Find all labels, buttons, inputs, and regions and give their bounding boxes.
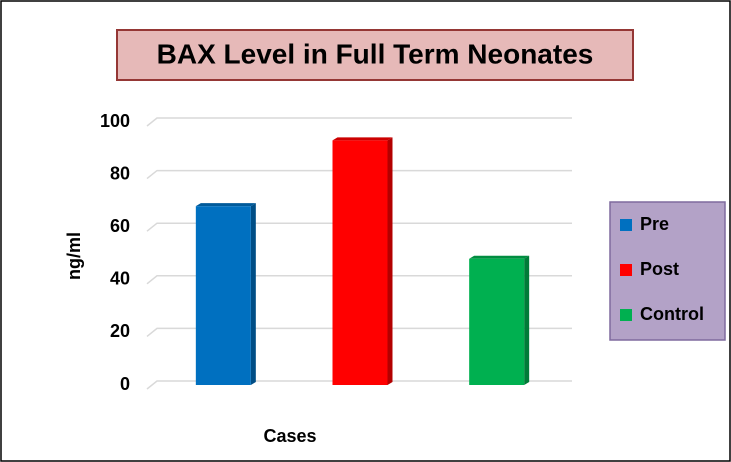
bar-side <box>387 137 393 385</box>
bar-top <box>469 255 530 259</box>
bar-side <box>250 203 256 385</box>
y-tick-label: 60 <box>110 216 130 236</box>
bar-top <box>332 137 393 141</box>
grid-line <box>146 275 572 285</box>
legend-swatch <box>620 309 632 321</box>
chart-title: BAX Level in Full Term Neonates <box>157 38 594 69</box>
legend-label: Pre <box>640 214 669 234</box>
y-axis-label: ng/ml <box>64 232 84 280</box>
y-tick-label: 0 <box>120 374 130 394</box>
grid-line <box>146 222 572 232</box>
y-tick-label: 80 <box>110 163 130 183</box>
bar <box>332 140 388 385</box>
y-tick-label: 100 <box>100 111 130 131</box>
bar-side <box>524 255 530 385</box>
legend-swatch <box>620 219 632 231</box>
bar <box>195 206 251 385</box>
y-tick-label: 20 <box>110 321 130 341</box>
grid-line <box>146 327 572 337</box>
grid-line <box>146 380 572 390</box>
bar-top <box>195 203 256 207</box>
legend-label: Control <box>640 304 704 324</box>
y-tick-label: 40 <box>110 269 130 289</box>
legend-label: Post <box>640 259 679 279</box>
legend-swatch <box>620 264 632 276</box>
bar <box>469 258 525 385</box>
x-axis-label: Cases <box>263 426 316 446</box>
title-box <box>116 29 634 81</box>
grid-line <box>146 169 572 180</box>
grid-line <box>146 117 572 127</box>
